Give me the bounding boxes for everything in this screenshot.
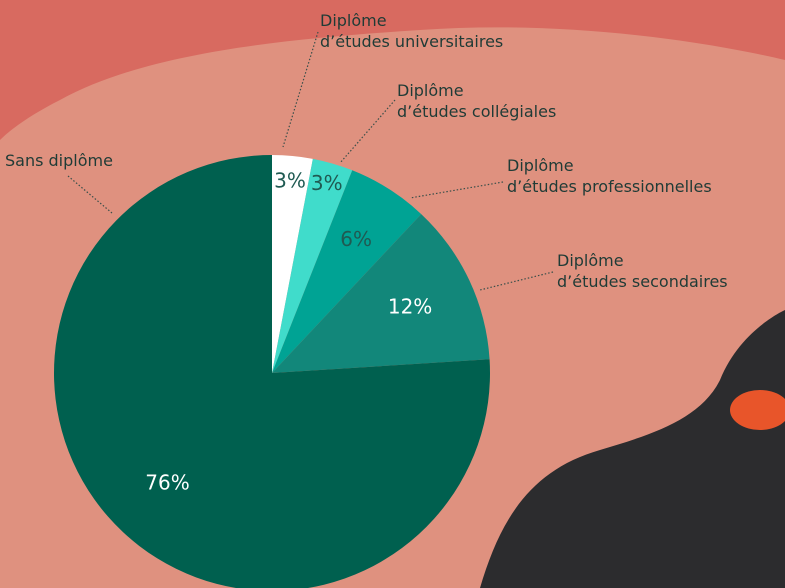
leader-line bbox=[283, 32, 318, 147]
value-label: 76% bbox=[145, 471, 189, 495]
category-label: Diplôme d’études collégiales bbox=[397, 80, 556, 122]
page: 3%3% 6% 12% 76% Diplôme d’études universita… bbox=[0, 0, 785, 588]
category-label: Diplôme d’études secondaires bbox=[557, 250, 728, 292]
photo-person bbox=[480, 310, 785, 588]
value-label: 3% bbox=[274, 169, 306, 193]
value-label: 12% bbox=[388, 295, 432, 319]
leader-line bbox=[480, 272, 553, 290]
value-label: 6% bbox=[340, 227, 372, 251]
value-label: 3% bbox=[311, 171, 343, 195]
leader-line bbox=[410, 182, 503, 198]
pie: 3%3% 6% 12% 76% bbox=[54, 155, 490, 588]
category-label: Sans diplôme bbox=[5, 150, 113, 171]
leader-line bbox=[340, 100, 395, 163]
category-label: Diplôme d’études universitaires bbox=[320, 10, 503, 52]
chart: 3%3% 6% 12% 76% bbox=[0, 0, 785, 588]
category-label: Diplôme d’études professionnelles bbox=[507, 155, 712, 197]
leader-line bbox=[68, 176, 112, 213]
